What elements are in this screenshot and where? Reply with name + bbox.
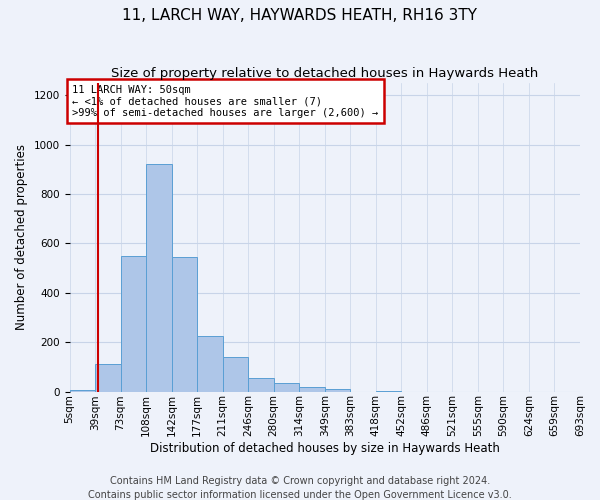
Text: 11 LARCH WAY: 50sqm
← <1% of detached houses are smaller (7)
>99% of semi-detach: 11 LARCH WAY: 50sqm ← <1% of detached ho…	[72, 84, 379, 118]
Bar	[223, 357, 248, 392]
Bar	[95, 364, 121, 392]
Text: 11, LARCH WAY, HAYWARDS HEATH, RH16 3TY: 11, LARCH WAY, HAYWARDS HEATH, RH16 3TY	[122, 8, 478, 22]
Title: Size of property relative to detached houses in Haywards Heath: Size of property relative to detached ho…	[111, 68, 538, 80]
Bar	[325, 389, 350, 392]
Bar	[146, 164, 172, 392]
Text: Contains HM Land Registry data © Crown copyright and database right 2024.
Contai: Contains HM Land Registry data © Crown c…	[88, 476, 512, 500]
Bar	[274, 383, 299, 392]
Bar	[70, 390, 95, 392]
X-axis label: Distribution of detached houses by size in Haywards Heath: Distribution of detached houses by size …	[150, 442, 500, 455]
Bar	[197, 336, 223, 392]
Y-axis label: Number of detached properties: Number of detached properties	[15, 144, 28, 330]
Bar	[299, 386, 325, 392]
Bar	[121, 256, 146, 392]
Bar	[376, 391, 401, 392]
Bar	[248, 378, 274, 392]
Bar	[172, 257, 197, 392]
